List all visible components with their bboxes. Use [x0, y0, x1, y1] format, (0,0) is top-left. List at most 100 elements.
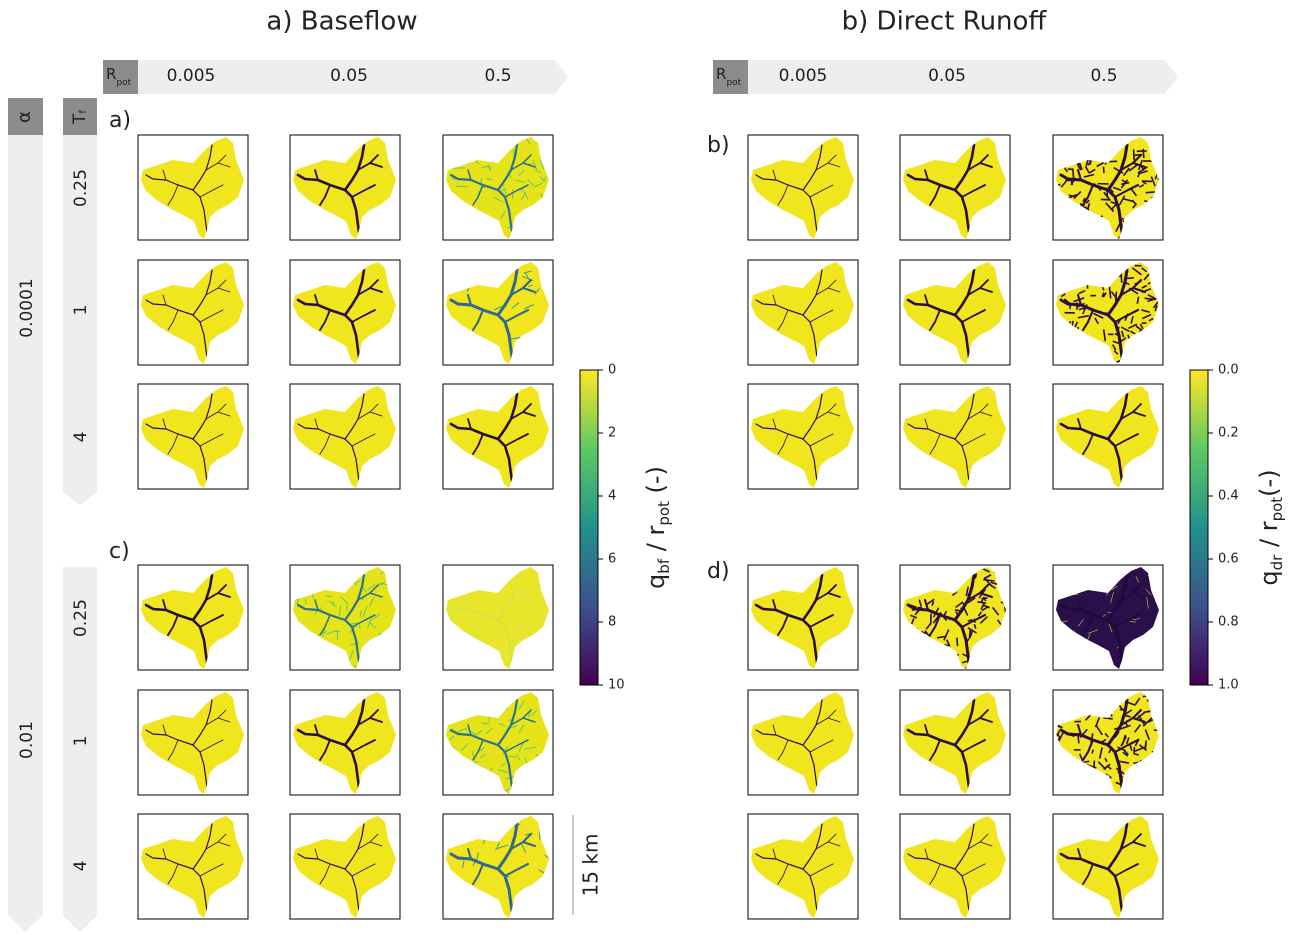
catchment-map	[900, 384, 1010, 489]
catchment-map	[1051, 690, 1172, 803]
tf-value: 0.25	[71, 599, 91, 637]
colorbar-label: qdr / rpot(-)	[1255, 469, 1286, 585]
label-part: (-)	[642, 466, 670, 501]
catchment-map	[443, 135, 553, 246]
tf-value: 4	[71, 861, 91, 872]
colorbar-tick-label: 0.6	[1218, 552, 1239, 567]
texture	[1125, 716, 1130, 717]
rpot-value: 0.05	[928, 66, 966, 86]
label-sub: pot	[655, 501, 673, 526]
catchment-map	[138, 260, 248, 365]
scale-label: 15 km	[579, 834, 603, 897]
catchment-map	[748, 565, 858, 670]
colorbar-tick-label: 4	[608, 489, 616, 504]
catchment-map	[138, 814, 248, 919]
rpot-value: 0.05	[330, 66, 368, 86]
figure: a) Baseflow b) Direct Runoff Rpot Rpot 0…	[0, 0, 1306, 935]
catchment-map	[436, 814, 553, 921]
catchment-map	[748, 384, 858, 489]
colorbar-tick-label: 2	[608, 426, 616, 441]
panel-title: b) Direct Runoff	[842, 7, 1048, 37]
colorbar-tick-label: 0.8	[1218, 615, 1239, 630]
tf-symbol: T	[70, 113, 90, 125]
texture	[1127, 278, 1134, 279]
colorbar-label: qbf / rpot (-)	[642, 466, 673, 589]
catchment-map	[748, 260, 858, 365]
tf-value: 4	[71, 432, 91, 443]
colorbar-tick-label: 0.4	[1218, 489, 1239, 504]
catchment-map	[282, 565, 404, 673]
panel-label: c)	[109, 539, 130, 564]
tf-value: 0.25	[71, 169, 91, 207]
label-part: q	[1255, 570, 1283, 585]
texture	[957, 638, 958, 646]
catchment-map	[900, 690, 1010, 795]
alpha-band	[8, 135, 43, 932]
catchment-map	[440, 565, 553, 677]
catchment-map	[290, 135, 400, 240]
catchment-map	[290, 384, 400, 489]
panel-title: a) Baseflow	[266, 7, 417, 37]
catchment-map	[748, 135, 858, 240]
rpot-sub: pot	[116, 78, 131, 88]
catchment-map	[1050, 135, 1171, 242]
label-part: q	[642, 574, 670, 589]
label-sub: pot	[1268, 497, 1286, 522]
catchment-map	[900, 260, 1010, 365]
catchment-map	[1048, 260, 1167, 374]
panel-label: a)	[109, 108, 131, 133]
catchment-map	[290, 260, 400, 365]
tf-sub: f	[78, 110, 89, 114]
alpha-value: 0.0001	[17, 278, 37, 337]
rpot-sub: pot	[726, 78, 741, 88]
rpot-value: 0.5	[1090, 66, 1117, 86]
catchment-map	[748, 814, 858, 919]
colorbar	[1190, 370, 1208, 685]
rpot-symbol: R	[106, 65, 116, 83]
catchment-map	[895, 565, 1014, 677]
texture	[1103, 167, 1104, 173]
rpot-symbol: R	[716, 65, 726, 83]
alpha-symbol: α	[14, 111, 35, 123]
label-sub: bf	[655, 558, 673, 574]
catchment-map	[443, 690, 559, 802]
catchment-map	[138, 690, 248, 795]
tf-value: 1	[71, 305, 91, 316]
label-part: / r	[642, 526, 670, 559]
colorbar-tick-label: 10	[608, 678, 625, 693]
alpha-value: 0.01	[17, 721, 37, 759]
panel-label: d)	[707, 559, 730, 584]
colorbar-tick-label: 0	[608, 363, 616, 378]
texture	[916, 670, 922, 678]
tf-value: 1	[71, 736, 91, 747]
rpot-value: 0.5	[484, 66, 511, 86]
catchment-map	[443, 384, 553, 489]
texture	[1073, 168, 1074, 179]
colorbar	[580, 370, 598, 685]
catchment-map	[1050, 565, 1163, 673]
rpot-value: 0.005	[779, 66, 828, 86]
texture	[1143, 149, 1144, 158]
texture	[453, 168, 465, 169]
colorbar-tick-label: 8	[608, 615, 616, 630]
catchment-map	[1053, 814, 1163, 919]
panel-label: b)	[707, 133, 730, 158]
catchment-map	[138, 384, 248, 489]
catchment-map	[1053, 384, 1163, 489]
label-sub: dr	[1268, 554, 1286, 571]
texture	[1116, 292, 1117, 302]
catchment-map	[290, 690, 400, 795]
rpot-value: 0.005	[167, 66, 216, 86]
colorbar-tick-label: 6	[608, 552, 616, 567]
catchment-map	[900, 814, 1010, 919]
catchment-map	[290, 814, 400, 919]
catchment-map	[443, 260, 554, 365]
label-part: (-)	[1255, 469, 1283, 496]
catchment-map	[900, 135, 1010, 240]
catchment-map	[748, 690, 858, 795]
colorbar-tick-label: 0.0	[1218, 363, 1239, 378]
catchment-map	[138, 135, 248, 240]
colorbar-tick-label: 0.2	[1218, 426, 1239, 441]
texture	[975, 573, 976, 578]
texture	[1134, 149, 1135, 160]
